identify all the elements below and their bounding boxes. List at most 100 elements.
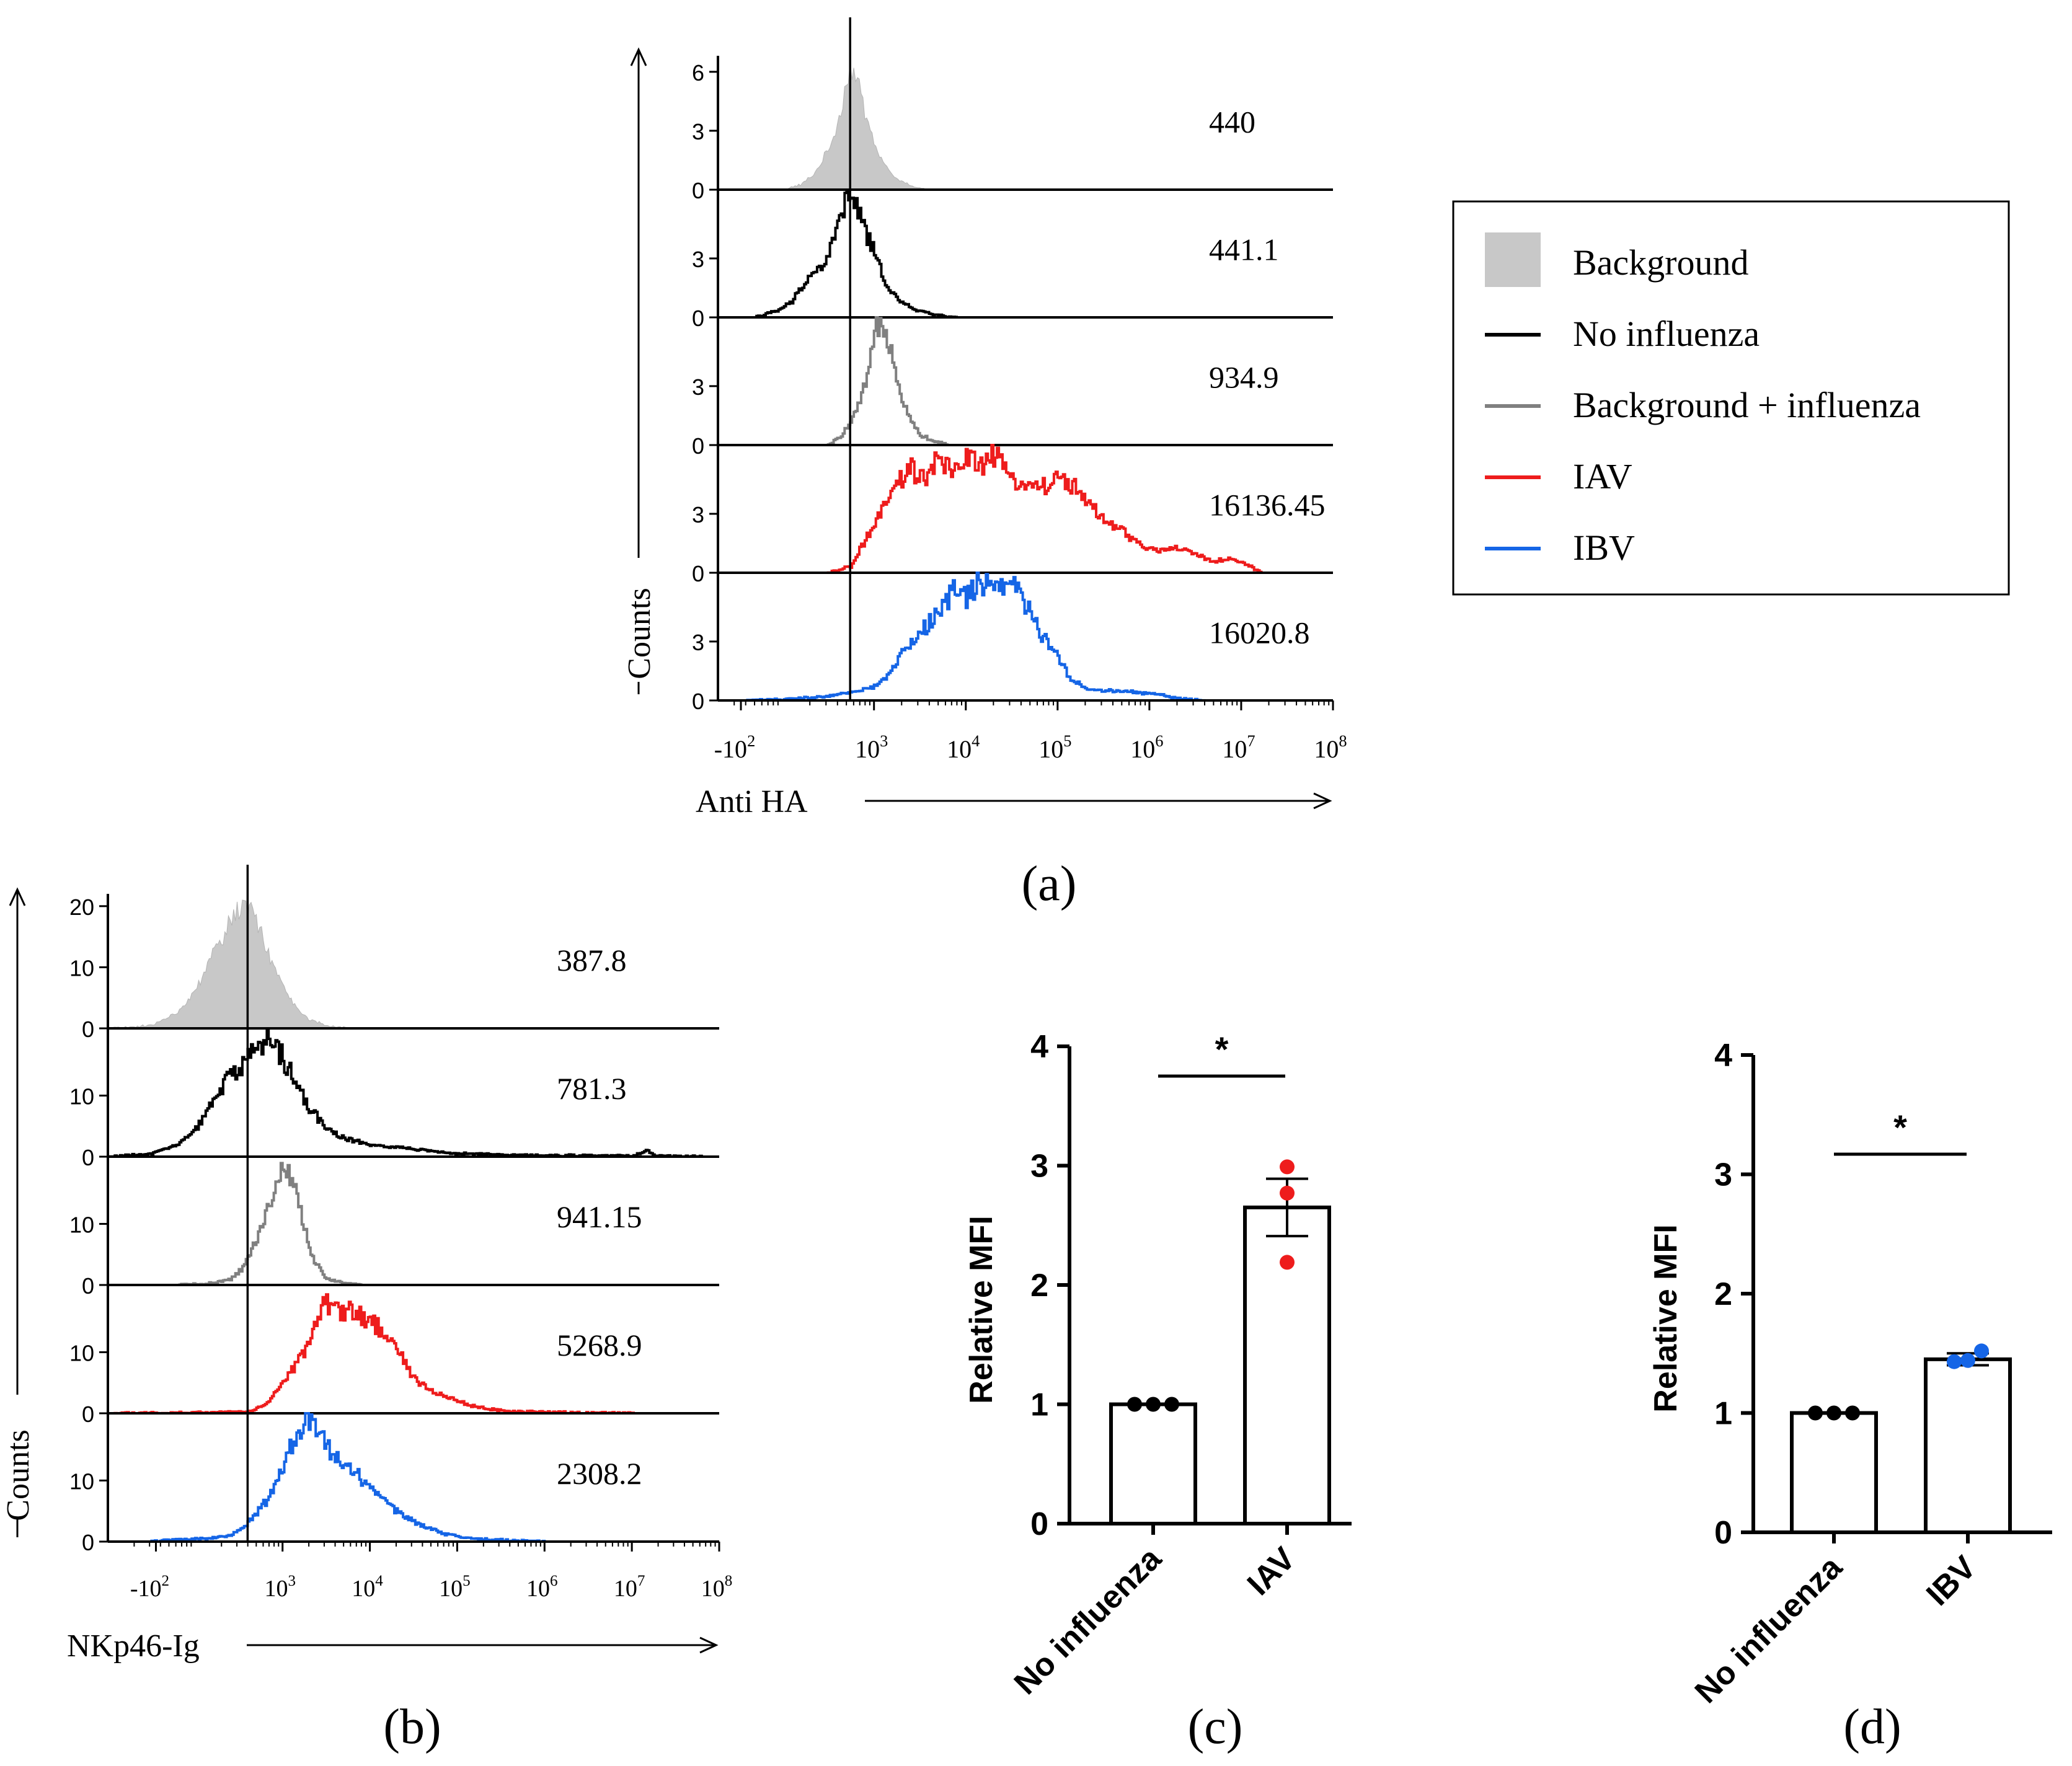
x-axis-arrow-head xyxy=(699,1636,719,1654)
histogram-band-2: 0 3 441.1 xyxy=(692,190,1333,331)
series-no_influenza-histogram xyxy=(108,1027,719,1158)
y-tick-label: 0 xyxy=(82,1017,94,1042)
data-point xyxy=(1974,1343,1989,1359)
x-tick-label: 107 xyxy=(1222,731,1255,763)
y-tick-label: 1 xyxy=(1030,1387,1048,1423)
x-tick-label: 106 xyxy=(1130,731,1163,763)
bar-no-influenza xyxy=(1109,1402,1197,1525)
series-background-histogram xyxy=(107,899,719,1029)
panel-label-d: (d) xyxy=(1843,1700,1901,1754)
chart-c-bar-chart: 0 1 2 3 4 Relative MFI No influenza IAV * xyxy=(963,1029,1352,1702)
y-tick-label: 10 xyxy=(69,1084,94,1109)
x-category-label: IBV xyxy=(1919,1549,1983,1613)
histogram-band-3: 0 3 934.9 xyxy=(692,316,1333,459)
legend-swatch-background xyxy=(1485,232,1541,287)
y-tick-label: 10 xyxy=(69,1340,94,1366)
legend-label-ibv: IBV xyxy=(1573,528,1635,568)
y-tick-label: 0 xyxy=(692,306,704,331)
y-axis-arrow-head xyxy=(630,47,647,66)
legend-box xyxy=(1452,200,2010,596)
data-point xyxy=(1164,1397,1179,1412)
y-tick-label: 0 xyxy=(1714,1515,1732,1551)
x-tick-label: 103 xyxy=(264,1573,296,1602)
x-category-label: IAV xyxy=(1241,1540,1303,1602)
legend-label-iav: IAV xyxy=(1573,456,1632,497)
x-tick-label: 108 xyxy=(1314,731,1347,763)
histogram-band-3: 0 10 941.15 xyxy=(69,1162,719,1299)
x-category-label: No influenza xyxy=(1688,1549,1849,1710)
x-category-label: No influenza xyxy=(1007,1540,1169,1702)
y-tick-label: 0 xyxy=(82,1145,94,1170)
y-tick-label: 3 xyxy=(692,502,704,528)
histogram-band-4: 0 10 5268.9 xyxy=(69,1293,719,1427)
y-tick-label: 20 xyxy=(69,894,94,920)
bar-iav xyxy=(1243,1205,1331,1525)
mfi-value-background: 440 xyxy=(1209,104,1255,139)
x-tick-label: -102 xyxy=(714,731,756,763)
y-axis-title: Counts xyxy=(1,1429,36,1521)
mfi-value-ibv: 2308.2 xyxy=(557,1456,642,1491)
data-point xyxy=(1960,1353,1975,1368)
y-tick-label: 0 xyxy=(692,689,704,714)
significance-marker: * xyxy=(1215,1030,1229,1069)
mfi-value-no_influenza: 441.1 xyxy=(1209,232,1279,267)
mfi-value-iav: 5268.9 xyxy=(557,1328,642,1362)
y-tick-label: 2 xyxy=(1714,1276,1732,1312)
mfi-value-ibv: 16020.8 xyxy=(1209,615,1310,650)
y-tick-label: 3 xyxy=(692,247,704,272)
chart-b-histogram-overlay: 0 10 20 387.8 0 10 781.3 0 10 941.15 0 10 5268.9 0 10 2… xyxy=(1,865,732,1664)
x-tick-label: 104 xyxy=(352,1573,383,1602)
legend: Background No influenza Background + influ… xyxy=(1452,200,2010,596)
y-axis-title: Counts xyxy=(622,588,657,679)
x-tick-label: 105 xyxy=(439,1573,471,1602)
x-tick-label: 103 xyxy=(855,731,888,763)
mfi-value-background: 387.8 xyxy=(557,943,627,978)
y-tick-label: 0 xyxy=(82,1273,94,1299)
chart-d-bar-chart: 0 1 2 3 4 Relative MFI No influenza IBV * xyxy=(1648,1038,2052,1710)
x-tick-label: 104 xyxy=(947,731,980,763)
y-tick-label: 10 xyxy=(69,1212,94,1237)
y-tick-label: 1 xyxy=(1714,1396,1732,1432)
panel-label-c: (c) xyxy=(1188,1700,1243,1754)
y-tick-label: 2 xyxy=(1030,1268,1048,1304)
y-tick-label: 3 xyxy=(692,630,704,655)
bar-no-influenza xyxy=(1790,1411,1878,1534)
data-point xyxy=(1146,1397,1161,1412)
mfi-value-no_influenza: 781.3 xyxy=(557,1071,627,1106)
x-tick-label: -102 xyxy=(130,1573,169,1602)
x-tick-label: 105 xyxy=(1038,731,1071,763)
data-point xyxy=(1845,1405,1860,1421)
legend-label-background_influenza: Background + influenza xyxy=(1573,385,1921,425)
mfi-value-background_influenza: 941.15 xyxy=(557,1199,642,1234)
x-axis-title: Anti HA xyxy=(696,784,808,819)
x-axis-arrow-head xyxy=(1313,792,1332,810)
y-tick-label: 6 xyxy=(692,60,704,86)
y-tick-label: 10 xyxy=(69,1468,94,1494)
y-tick-label: 3 xyxy=(692,119,704,144)
y-tick-label: 10 xyxy=(69,955,94,981)
y-tick-label: 0 xyxy=(692,178,704,203)
x-axis-title: NKp46-Ig xyxy=(67,1628,200,1664)
significance-marker: * xyxy=(1893,1108,1907,1147)
histogram-band-4: 0 3 16136.45 xyxy=(692,444,1333,586)
data-point xyxy=(1280,1255,1295,1270)
panel-label-b: (b) xyxy=(383,1700,441,1754)
y-tick-label: 0 xyxy=(1030,1506,1048,1542)
x-tick-label: 107 xyxy=(614,1573,645,1602)
histogram-band-5: 0 10 2308.2 xyxy=(69,1412,719,1555)
y-axis-arrow-head xyxy=(9,887,26,906)
data-point xyxy=(1280,1185,1295,1201)
y-tick-label: 0 xyxy=(692,561,704,586)
y-tick-label: 0 xyxy=(692,433,704,459)
mfi-value-background_influenza: 934.9 xyxy=(1209,360,1279,394)
legend-label-no_influenza: No influenza xyxy=(1573,314,1760,354)
x-tick-label: 106 xyxy=(526,1573,558,1602)
bar-ibv xyxy=(1924,1357,2012,1534)
y-tick-label: 0 xyxy=(82,1530,94,1555)
data-point xyxy=(1947,1354,1962,1369)
data-point xyxy=(1280,1159,1295,1175)
y-tick-label: 0 xyxy=(82,1402,94,1427)
mfi-value-iav: 16136.45 xyxy=(1209,487,1326,522)
y-tick-label: 4 xyxy=(1714,1038,1732,1074)
histogram-band-5: 0 3 16020.8 xyxy=(692,572,1333,714)
